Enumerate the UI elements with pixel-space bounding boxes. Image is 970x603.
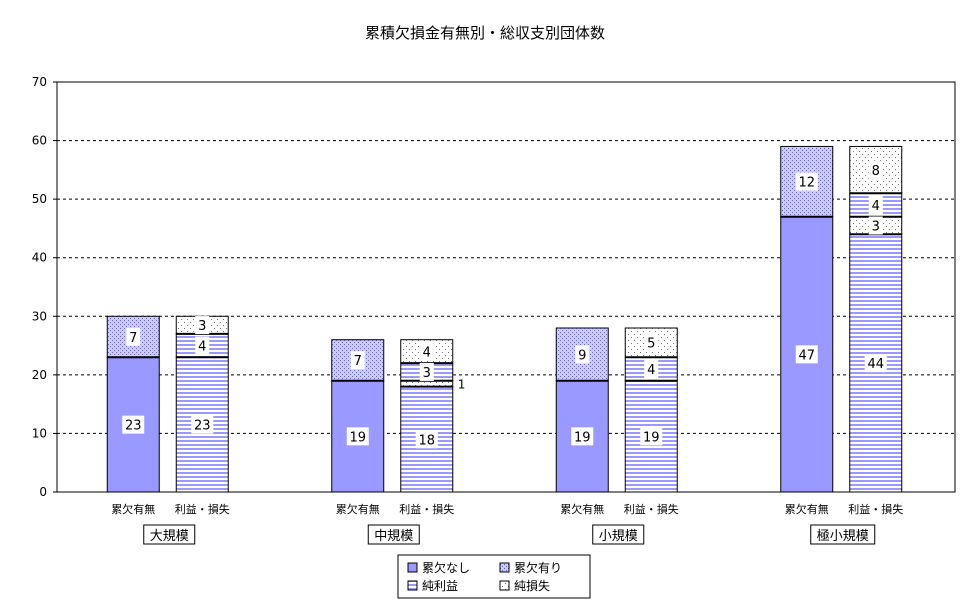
data-label: 19	[574, 430, 591, 445]
y-tick-label: 40	[32, 251, 47, 265]
chart-title: 累積欠損金有無別・総収支別団体数	[365, 24, 605, 42]
data-label-bg	[644, 360, 659, 378]
data-label-bg	[575, 345, 590, 364]
y-tick-label: 50	[32, 192, 47, 206]
data-label: 19	[643, 430, 660, 445]
group-label-box	[592, 524, 645, 545]
data-label: 47	[798, 348, 815, 363]
data-label-bg	[640, 427, 663, 446]
bar-category-label: 累欠有無	[336, 502, 380, 516]
bar-category-label: 利益・損失	[175, 502, 230, 516]
bar-category-label: 利益・損失	[848, 502, 903, 516]
data-label-bg	[868, 196, 883, 214]
data-label: 1	[458, 378, 466, 392]
legend-label: 累欠なし	[422, 560, 470, 575]
data-label: 5	[647, 337, 655, 352]
data-label: 4	[423, 345, 431, 360]
group-label: 小規模	[599, 529, 638, 544]
group-label: 極小規模	[817, 528, 869, 544]
data-label-bg	[126, 327, 141, 346]
data-label-bg	[191, 415, 214, 434]
plot-area	[56, 81, 956, 493]
data-label: 19	[349, 430, 366, 445]
y-tick-label: 10	[32, 426, 47, 440]
data-label-bg	[122, 415, 145, 434]
data-label: 44	[867, 357, 884, 372]
data-label-bg	[795, 345, 818, 364]
gridlines	[56, 81, 956, 493]
data-label-bg	[795, 172, 818, 191]
data-label-bg	[195, 316, 210, 335]
y-tick-label: 0	[39, 485, 47, 499]
group-label-box	[367, 524, 420, 545]
data-label: 8	[872, 164, 880, 179]
data-label: 4	[872, 199, 880, 214]
data-label: 3	[423, 366, 431, 381]
y-tick-label: 20	[32, 368, 47, 382]
data-label: 3	[198, 319, 206, 334]
legend-swatch	[499, 580, 510, 591]
legend-swatch	[407, 562, 418, 573]
data-label-bg	[868, 216, 883, 235]
y-tick-label: 60	[32, 134, 47, 148]
data-label: 4	[647, 363, 655, 378]
data-labels: 23 7 23 4 3 19 7 18 1 3 4 19 9 19 4 5 47 12 44 3 4 8	[122, 160, 887, 449]
y-tick-label: 30	[32, 309, 47, 323]
data-label: 23	[194, 419, 211, 434]
data-label: 3	[872, 220, 880, 235]
bars	[106, 145, 903, 493]
data-label-bg	[571, 427, 594, 446]
data-label: 7	[354, 354, 362, 369]
bar-category-label: 利益・損失	[624, 502, 679, 516]
data-label-bg	[415, 430, 438, 449]
data-label-bg	[419, 342, 434, 361]
data-label-bg	[419, 362, 434, 381]
data-label: 7	[129, 331, 137, 346]
group-label: 中規模	[374, 529, 413, 544]
data-label: 18	[418, 433, 435, 448]
data-label: 23	[125, 419, 142, 434]
data-label-bg	[864, 354, 887, 373]
data-label: 12	[798, 176, 815, 191]
y-tick-label: 70	[32, 75, 47, 89]
data-label-bg	[346, 427, 369, 446]
bar-category-label: 累欠有無	[785, 502, 829, 516]
data-label: 4	[198, 340, 206, 355]
y-axis-ticks: 0 10 20 30 40 50 60 70	[32, 75, 57, 499]
group-label: 大規模	[150, 529, 189, 544]
data-label-bg	[868, 160, 883, 179]
legend-swatch	[499, 562, 510, 573]
data-label: 9	[578, 348, 586, 363]
legend-swatch	[407, 580, 418, 591]
data-label-bg	[195, 336, 210, 355]
bar-category-label: 累欠有無	[111, 502, 155, 516]
data-label-bg	[644, 333, 659, 352]
legend-box	[397, 554, 591, 599]
group-label-box	[810, 524, 876, 545]
group-label-box	[143, 524, 196, 545]
data-label-bg	[350, 351, 365, 370]
bar-category-label: 利益・損失	[399, 502, 454, 516]
bar-category-label: 累欠有無	[560, 502, 604, 516]
legend-label: 累欠有り	[514, 560, 562, 575]
legend-label: 純利益	[422, 579, 458, 593]
legend-label: 純損失	[514, 578, 550, 593]
